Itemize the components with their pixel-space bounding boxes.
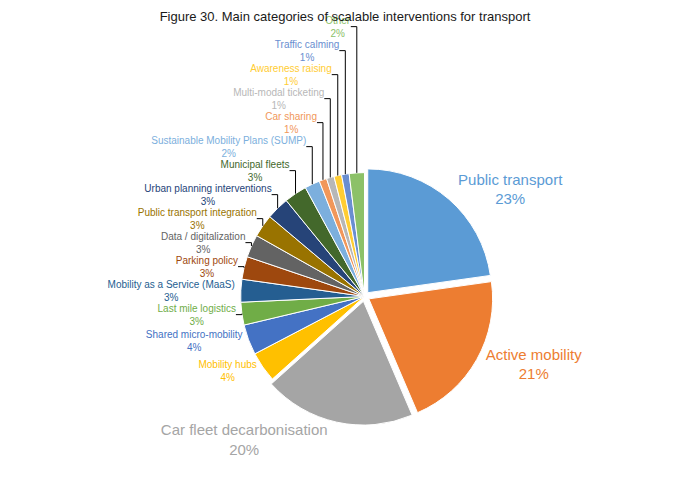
svg-text:Traffic calming1%: Traffic calming1% bbox=[275, 39, 339, 63]
svg-text:Parking policy3%: Parking policy3% bbox=[176, 255, 238, 279]
svg-text:Shared micro-mobility4%: Shared micro-mobility4% bbox=[146, 329, 243, 353]
svg-text:Public transport integration3%: Public transport integration3% bbox=[138, 207, 257, 231]
svg-text:Last mile logistics3%: Last mile logistics3% bbox=[158, 303, 236, 327]
svg-text:Awareness raising1%: Awareness raising1% bbox=[250, 63, 332, 87]
svg-text:Municipal fleets3%: Municipal fleets3% bbox=[221, 159, 290, 183]
svg-text:Sustainable Mobility Plans (SU: Sustainable Mobility Plans (SUMP)2% bbox=[151, 135, 306, 159]
svg-text:Other2%: Other2% bbox=[325, 15, 351, 39]
svg-text:Multi-modal ticketing1%: Multi-modal ticketing1% bbox=[233, 87, 324, 111]
svg-text:Public transport23%: Public transport23% bbox=[458, 171, 563, 208]
svg-text:Mobility as a Service (MaaS)3%: Mobility as a Service (MaaS)3% bbox=[108, 279, 235, 303]
svg-text:Car fleet decarbonisation20%: Car fleet decarbonisation20% bbox=[161, 421, 328, 458]
svg-text:Urban planning interventions3%: Urban planning interventions3% bbox=[144, 183, 271, 207]
svg-text:Car sharing1%: Car sharing1% bbox=[265, 111, 317, 135]
svg-text:Figure 30. Main categories of: Figure 30. Main categories of scalable i… bbox=[160, 9, 531, 24]
svg-text:Active mobility21%: Active mobility21% bbox=[486, 346, 582, 383]
svg-text:Data / digitalization3%: Data / digitalization3% bbox=[161, 231, 246, 255]
svg-text:Mobility hubs4%: Mobility hubs4% bbox=[198, 359, 256, 383]
